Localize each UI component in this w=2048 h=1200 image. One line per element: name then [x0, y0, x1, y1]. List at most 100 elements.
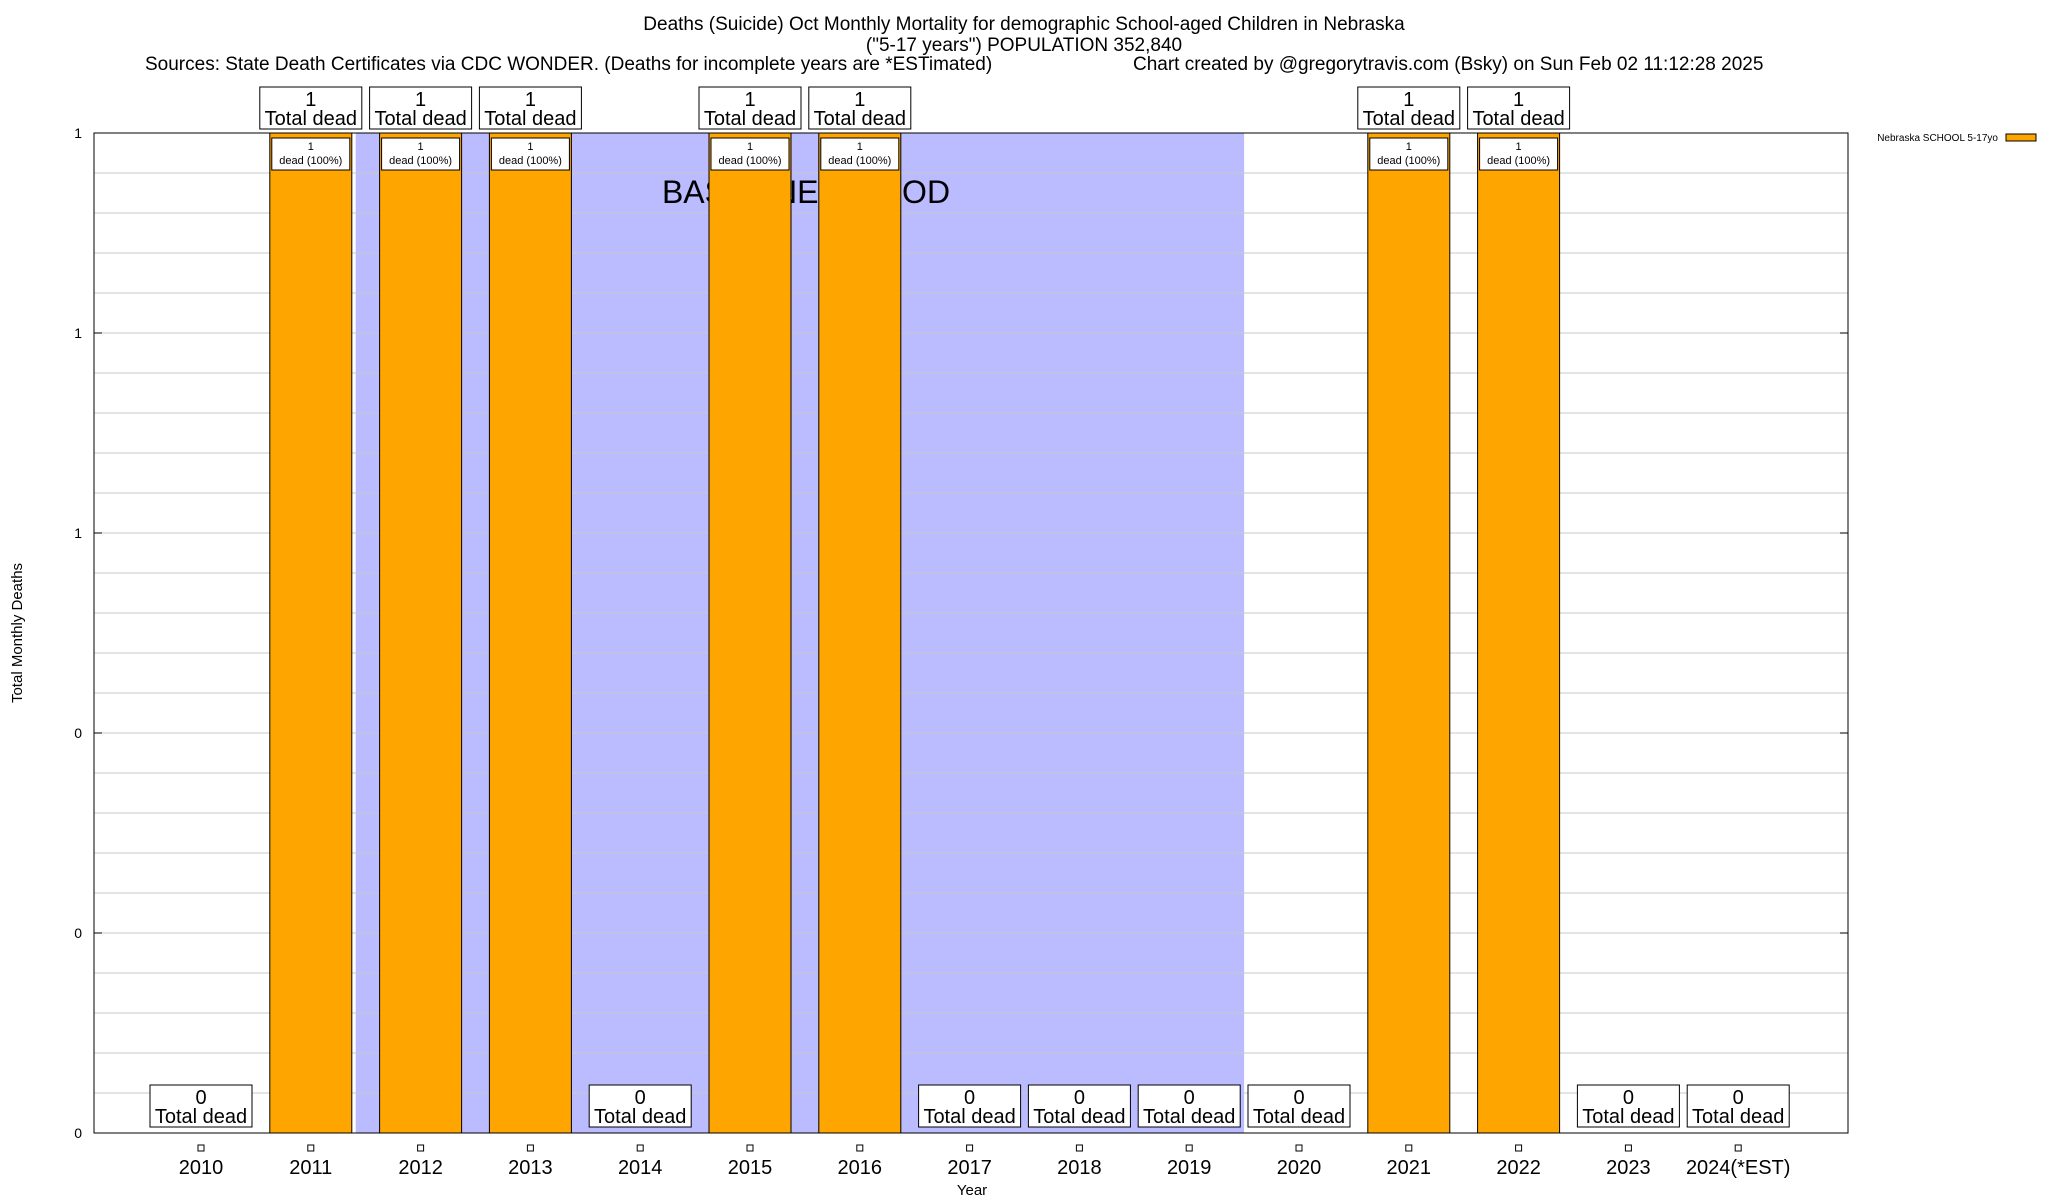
bar-percent-label: dead (100%) [719, 155, 782, 167]
total-count: 0 [635, 1087, 646, 1109]
bar-count-label: 1 [857, 141, 863, 153]
legend-swatch [2005, 133, 2037, 142]
total-box-2013 [478, 86, 582, 130]
x-tick-label: 2016 [838, 1157, 883, 1179]
x-tick-marker [307, 1144, 315, 1152]
bar-label-box [490, 137, 570, 171]
total-box-2010 [149, 1084, 253, 1128]
bar-percent-label: dead (100%) [499, 155, 562, 167]
y-axis-label: Total Monthly Deaths [9, 563, 26, 703]
bar-percent-label: dead (100%) [389, 155, 452, 167]
total-dead-label: Total dead [923, 1106, 1015, 1128]
total-count: 1 [525, 89, 536, 111]
total-dead-label: Total dead [1253, 1106, 1345, 1128]
x-tick-marker [197, 1144, 205, 1152]
x-tick-marker [1624, 1144, 1632, 1152]
bar-label-box [381, 137, 461, 171]
total-count: 0 [1074, 1087, 1085, 1109]
bar-2013 [488, 132, 572, 1134]
bar-label-box [271, 137, 351, 171]
x-tick-label: 2022 [1496, 1157, 1541, 1179]
total-box-2015 [698, 86, 802, 130]
bar-label-box [820, 137, 900, 171]
total-count: 1 [1513, 89, 1524, 111]
x-tick-marker [526, 1144, 534, 1152]
x-tick-marker [1185, 1144, 1193, 1152]
x-tick-marker [417, 1144, 425, 1152]
y-tick-label: 0 [74, 1125, 82, 1141]
legend-label: Nebraska SCHOOL 5-17yo [1877, 133, 1998, 144]
total-dead-label: Total dead [1363, 108, 1455, 130]
x-tick-label: 2019 [1167, 1157, 1212, 1179]
x-tick-marker [856, 1144, 864, 1152]
bar-count-label: 1 [418, 141, 424, 153]
total-dead-label: Total dead [484, 108, 576, 130]
bar-count-label: 1 [747, 141, 753, 153]
total-count: 0 [1293, 1087, 1304, 1109]
bar-2022 [1477, 132, 1561, 1134]
bar-label-box [1479, 137, 1559, 171]
bar-percent-label: dead (100%) [279, 155, 342, 167]
bar-count-label: 1 [1516, 141, 1522, 153]
x-tick-label: 2010 [179, 1157, 224, 1179]
x-tick-marker [746, 1144, 754, 1152]
total-count: 1 [305, 89, 316, 111]
total-count: 0 [1623, 1087, 1634, 1109]
bar-count-label: 1 [1406, 141, 1412, 153]
total-box-2017 [918, 1084, 1022, 1128]
x-axis-label: Year [957, 1182, 987, 1199]
total-count: 1 [415, 89, 426, 111]
x-tick-label: 2015 [728, 1157, 773, 1179]
x-tick-marker [1515, 1144, 1523, 1152]
bar-count-label: 1 [308, 141, 314, 153]
x-tick-marker [966, 1144, 974, 1152]
total-dead-label: Total dead [594, 1106, 686, 1128]
total-dead-label: Total dead [1472, 108, 1564, 130]
total-box-2011 [259, 86, 363, 130]
total-box-2022 [1467, 86, 1571, 130]
x-tick-label: 2014 [618, 1157, 663, 1179]
total-count: 0 [964, 1087, 975, 1109]
total-box-2012 [369, 86, 473, 130]
y-tick-label: 0 [74, 725, 82, 741]
total-count: 0 [1184, 1087, 1195, 1109]
bar-2021 [1367, 132, 1451, 1134]
total-box-2021 [1357, 86, 1461, 130]
x-tick-marker [1405, 1144, 1413, 1152]
total-box-2024(*EST) [1686, 1084, 1790, 1128]
x-tick-label: 2018 [1057, 1157, 1102, 1179]
total-box-2018 [1027, 1084, 1131, 1128]
bar-count-label: 1 [527, 141, 533, 153]
total-dead-label: Total dead [1143, 1106, 1235, 1128]
bar-2011 [269, 132, 353, 1134]
bar-percent-label: dead (100%) [1377, 155, 1440, 167]
total-box-2014 [588, 1084, 692, 1128]
total-count: 0 [1733, 1087, 1744, 1109]
bar-2015 [708, 132, 792, 1134]
x-tick-marker [1075, 1144, 1083, 1152]
total-dead-label: Total dead [1033, 1106, 1125, 1128]
total-box-2020 [1247, 1084, 1351, 1128]
total-box-2023 [1576, 1084, 1680, 1128]
total-dead-label: Total dead [1692, 1106, 1784, 1128]
bar-percent-label: dead (100%) [828, 155, 891, 167]
bar-label-box [1369, 137, 1449, 171]
bar-percent-label: dead (100%) [1487, 155, 1550, 167]
title-line-2: ("5-17 years") POPULATION 352,840 [865, 35, 1183, 56]
x-tick-marker [1295, 1144, 1303, 1152]
x-tick-marker [636, 1144, 644, 1152]
total-count: 0 [195, 1087, 206, 1109]
total-dead-label: Total dead [704, 108, 796, 130]
y-tick-label: 0 [74, 925, 82, 941]
chart-title: Deaths (Suicide) Oct Monthly Mortality f… [0, 14, 2048, 56]
total-dead-label: Total dead [155, 1106, 247, 1128]
sources-note: Sources: State Death Certificates via CD… [145, 54, 993, 75]
x-tick-label: 2017 [947, 1157, 992, 1179]
plot-border [93, 132, 1849, 1134]
bar-label-box [710, 137, 790, 171]
x-tick-label: 2011 [289, 1157, 332, 1179]
bar-2012 [379, 132, 463, 1134]
x-tick-label: 2024(*EST) [1686, 1157, 1791, 1179]
total-dead-label: Total dead [814, 108, 906, 130]
